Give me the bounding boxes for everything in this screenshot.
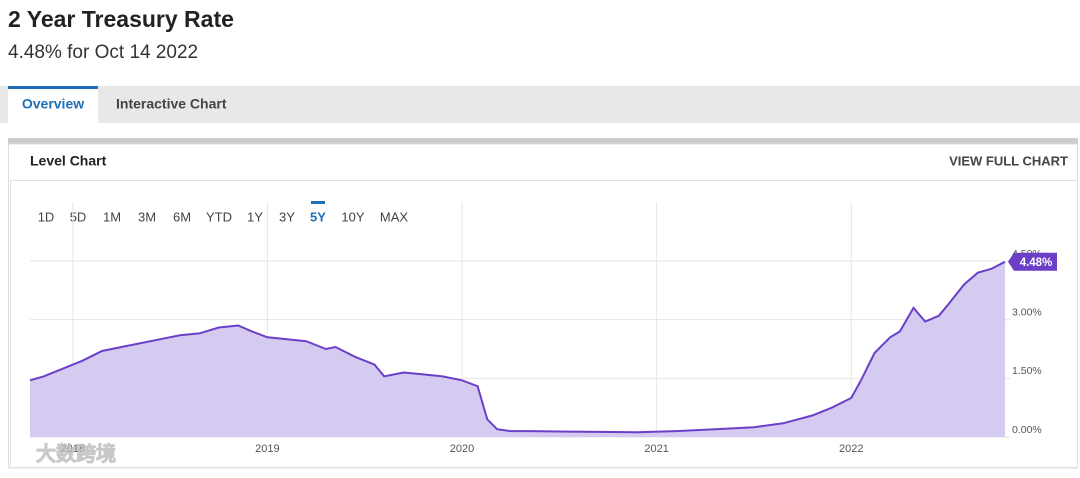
page-title: 2 Year Treasury Rate bbox=[8, 6, 234, 32]
value-flag-label: 4.48% bbox=[1020, 257, 1053, 269]
x-tick-label: 2018 bbox=[61, 443, 85, 455]
range-button[interactable]: 5Y bbox=[310, 209, 326, 224]
tab-indicator bbox=[8, 86, 98, 89]
y-tick-label: 3.00% bbox=[1012, 306, 1042, 318]
chart-box bbox=[10, 180, 1078, 468]
page-subtitle: 4.48% for Oct 14 2022 bbox=[8, 42, 198, 63]
range-button[interactable]: 3Y bbox=[279, 209, 295, 224]
range-button[interactable]: 5D bbox=[70, 209, 87, 224]
range-button[interactable]: YTD bbox=[206, 209, 232, 224]
value-flag bbox=[1008, 252, 1057, 271]
line bbox=[29, 260, 1006, 434]
tab[interactable]: Interactive Chart bbox=[116, 96, 227, 112]
range-button[interactable]: 6M bbox=[173, 209, 191, 224]
view-full-chart[interactable]: VIEW FULL CHART bbox=[949, 153, 1068, 168]
range-indicator bbox=[311, 201, 325, 204]
range-button[interactable]: 10Y bbox=[341, 209, 364, 224]
tab-active bbox=[8, 86, 98, 123]
watermark: 大数跨境 bbox=[36, 441, 116, 465]
range-button[interactable]: 3M bbox=[138, 209, 156, 224]
range-button[interactable]: MAX bbox=[380, 209, 409, 224]
x-tick-label: 2021 bbox=[644, 443, 668, 455]
range-button[interactable]: 1D bbox=[38, 209, 55, 224]
x-tick-label: 2022 bbox=[839, 443, 863, 455]
y-tick-label: 1.50% bbox=[1012, 365, 1042, 377]
x-tick-label: 2019 bbox=[255, 443, 279, 455]
tab-bar bbox=[0, 86, 1080, 123]
area-fill bbox=[30, 261, 1005, 437]
y-tick-label: 0.00% bbox=[1012, 424, 1042, 436]
range-button[interactable]: 1Y bbox=[247, 209, 263, 224]
x-tick-label: 2020 bbox=[450, 443, 474, 455]
range-button[interactable]: 1M bbox=[103, 209, 121, 224]
tab[interactable]: Overview bbox=[22, 96, 84, 112]
panel-top bbox=[8, 138, 1078, 144]
panel-title: Level Chart bbox=[30, 153, 107, 169]
